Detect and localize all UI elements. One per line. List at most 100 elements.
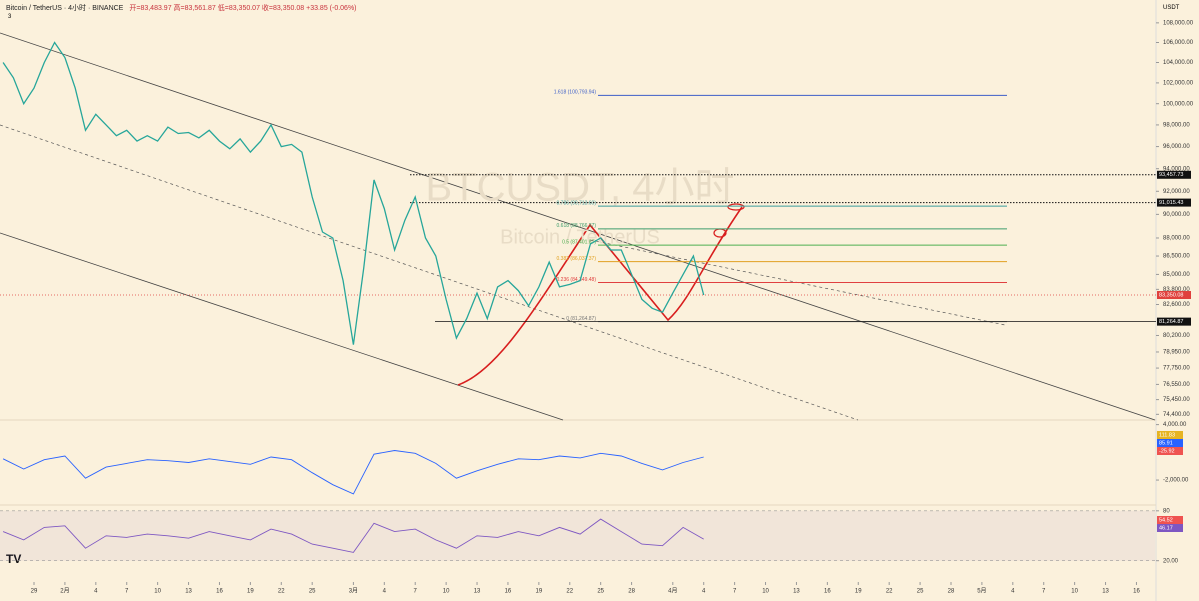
ohlc-change: +33.85 (-0.06%) [306, 5, 357, 12]
y-tick-label: 83,800.00 [1163, 287, 1190, 293]
value-tag-label: 85.91 [1159, 440, 1173, 446]
price-tag-label: 91,015.43 [1159, 200, 1183, 206]
price-tag [1157, 170, 1191, 179]
y-tick-label: 106,000.00 [1163, 40, 1194, 46]
y-tick-label: 78,950.00 [1163, 350, 1190, 356]
price-tag-label: 83,350.08 [1159, 292, 1183, 298]
y-tick-label: 98,000.00 [1163, 122, 1190, 128]
channel-lower[interactable] [0, 232, 564, 421]
symbol[interactable]: Bitcoin / TetherUS · 4小时 · BINANCE [6, 5, 124, 12]
fib-label: 0.786 (90,713.60) [557, 200, 597, 206]
channel-middle[interactable] [0, 124, 859, 421]
x-tick-label: 7 [1042, 589, 1046, 595]
projection-path[interactable] [457, 206, 743, 386]
y-tick-label: 86,500.00 [1163, 254, 1190, 260]
price-tag [1157, 317, 1191, 326]
ohlc-close: 收=83,350.08 [261, 5, 305, 12]
y-tick-label: 80 [1163, 508, 1170, 514]
x-tick-label: 28 [948, 589, 955, 595]
value-tag-label: 46.17 [1159, 525, 1173, 531]
y-tick-label: 82,600.00 [1163, 302, 1190, 308]
y-tick-label: 77,750.00 [1163, 366, 1190, 372]
y-tick-label: 90,000.00 [1163, 212, 1190, 218]
rsi-band [0, 510, 1155, 561]
x-tick-label: 3月 [349, 588, 358, 595]
value-tag-label: 54.52 [1159, 517, 1173, 523]
watermark-sub: Bitcoin / TetherUS [500, 226, 660, 248]
x-tick-label: 10 [1071, 589, 1078, 595]
x-tick-label: 5月 [977, 588, 986, 595]
x-tick-label: 29 [31, 589, 38, 595]
fib-label: 0.5 (87,401.87) [562, 239, 596, 245]
y-tick-label: 75,450.00 [1163, 397, 1190, 403]
ohlc-open: 开=83,483.97 [129, 5, 172, 12]
y-tick-label: 80,200.00 [1163, 333, 1190, 339]
price-line-series [2, 41, 705, 345]
price-tag-label: 81,264.87 [1159, 319, 1183, 325]
ohlc: 开=83,483.97 高=83,561.87 低=83,350.07 收=83… [129, 3, 356, 13]
indicator-line [2, 450, 704, 495]
x-tick-label: 4 [702, 589, 706, 595]
x-tick-label: 16 [505, 589, 512, 595]
x-tick-label: 10 [443, 589, 450, 595]
x-tick-label: 4月 [668, 588, 677, 595]
y-tick-label: 92,000.00 [1163, 189, 1190, 195]
x-tick-label: 19 [536, 589, 543, 595]
value-tag-label: 111.83 [1159, 432, 1175, 438]
x-tick-label: 19 [855, 589, 862, 595]
y-tick-label: 94,000.00 [1163, 166, 1190, 172]
x-tick-label: 13 [185, 589, 192, 595]
y-tick-label: 20.00 [1163, 558, 1179, 564]
channel-upper[interactable] [0, 32, 1156, 421]
price-tag-label: 93,457.73 [1159, 172, 1183, 178]
x-tick-label: 4 [1011, 589, 1015, 595]
target-mark[interactable] [727, 203, 745, 211]
value-tag [1157, 439, 1183, 447]
x-tick-label: 22 [566, 589, 573, 595]
ohlc-high: 高=83,561.87 [173, 5, 216, 12]
fib-label: 0.382 (86,037.37) [557, 256, 597, 262]
logo: TV [6, 552, 21, 566]
indicator-count[interactable]: 3 [8, 14, 12, 20]
x-tick-label: 7 [733, 589, 737, 595]
value-tag [1157, 516, 1183, 524]
y-tick-label: 74,400.00 [1163, 412, 1190, 418]
x-tick-label: 16 [1133, 589, 1140, 595]
fib-label: 1.618 (100,793.94) [554, 90, 597, 96]
x-tick-label: 10 [762, 589, 769, 595]
x-tick-label: 28 [628, 589, 635, 595]
y-tick-label: 4,000.00 [1163, 422, 1187, 428]
fib-label: 0.618 (88,766.37) [557, 223, 597, 229]
y-tick-label: 108,000.00 [1163, 20, 1194, 26]
currency[interactable]: USDT [1163, 5, 1180, 11]
y-tick-label: 85,000.00 [1163, 272, 1190, 278]
x-tick-label: 13 [474, 589, 481, 595]
y-tick-label: -2,000.00 [1163, 478, 1189, 484]
fib-label: 0 (81,264.87) [566, 316, 596, 322]
y-tick-label: 96,000.00 [1163, 144, 1190, 150]
fib-label: 0.236 (84,349.48) [557, 277, 597, 283]
x-tick-label: 22 [886, 589, 893, 595]
x-tick-label: 25 [309, 589, 316, 595]
indicator-line [2, 518, 704, 553]
price-tag [1157, 198, 1191, 207]
y-tick-label: 102,000.00 [1163, 80, 1194, 86]
x-tick-label: 25 [917, 589, 924, 595]
value-tag [1157, 524, 1183, 532]
x-tick-label: 22 [278, 589, 285, 595]
x-tick-label: 4 [94, 589, 98, 595]
ohlc-low: 低=83,350.07 [217, 5, 260, 12]
x-tick-label: 13 [793, 589, 800, 595]
x-tick-label: 10 [154, 589, 161, 595]
y-tick-label: 100,000.00 [1163, 101, 1194, 107]
x-tick-label: 4 [383, 589, 387, 595]
price-tag [1157, 291, 1191, 300]
header: Bitcoin / TetherUS · 4小时 · BINANCE 开=83,… [6, 3, 357, 13]
value-tag-label: -25.92 [1159, 448, 1175, 454]
y-tick-label: 104,000.00 [1163, 60, 1194, 66]
x-tick-label: 16 [824, 589, 831, 595]
y-tick-label: 76,550.00 [1163, 382, 1190, 388]
x-tick-label: 7 [125, 589, 129, 595]
x-tick-label: 19 [247, 589, 254, 595]
